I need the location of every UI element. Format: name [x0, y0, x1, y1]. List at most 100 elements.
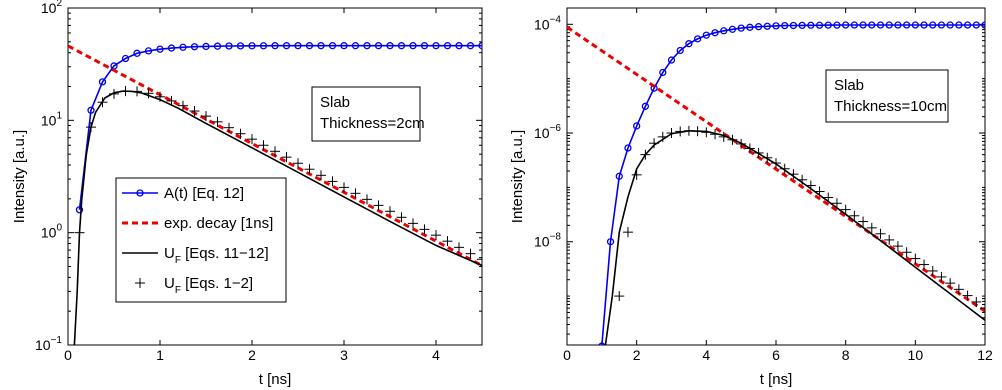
data-point-plus	[120, 86, 131, 97]
y-tick-label: 101	[41, 110, 63, 128]
data-point-plus	[258, 140, 269, 151]
data-point-circle	[972, 21, 980, 29]
data-point-plus	[385, 206, 395, 217]
data-point-circle	[133, 49, 141, 57]
data-point-plus	[892, 241, 903, 252]
data-point-circle	[225, 42, 233, 50]
data-point-circle	[420, 42, 429, 50]
data-point-plus	[675, 126, 686, 137]
plot-area	[68, 42, 482, 345]
data-point-plus	[316, 170, 326, 181]
data-point-plus	[339, 182, 349, 193]
data-point-plus	[797, 174, 808, 185]
legend-entry: exp. decay [1ns]	[122, 215, 273, 232]
data-point-circle	[685, 40, 693, 48]
data-point-circle	[236, 42, 245, 50]
data-point-circle	[397, 42, 406, 50]
y-tick-base: 10	[41, 112, 57, 128]
legend-label: A(t) [Eq. 12]	[164, 185, 244, 202]
data-point-circle	[842, 21, 850, 29]
data-point-circle	[885, 21, 893, 29]
data-point-circle	[213, 42, 222, 50]
data-point-plus	[736, 138, 747, 149]
data-point-circle	[606, 238, 615, 246]
data-point-circle	[807, 21, 815, 29]
data-point-plus	[614, 291, 625, 302]
data-point-plus	[442, 236, 453, 247]
annotation-frame	[825, 69, 949, 123]
legend: A(t) [Eq. 12] exp. decay [1ns] UF [Eqs. 11…	[115, 177, 287, 303]
x-tick-label: 6	[772, 347, 780, 363]
data-point-plus	[823, 192, 834, 203]
data-point-circle	[167, 44, 176, 52]
data-point-circle	[963, 21, 972, 29]
data-point-circle	[850, 21, 859, 29]
data-point-circle	[868, 21, 876, 29]
plot-area	[567, 21, 985, 345]
data-point-plus	[858, 216, 869, 227]
y-tick-exponent: −1	[51, 335, 63, 346]
x-tick-label: 2	[248, 347, 256, 363]
exp-decay-line	[567, 25, 985, 313]
data-point-plus	[910, 253, 921, 264]
y-tick-exponent: −8	[550, 232, 562, 243]
data-point-circle	[789, 21, 798, 30]
data-point-circle	[121, 54, 130, 63]
data-point-circle	[920, 21, 928, 29]
x-axis-label: t [ns]	[760, 371, 793, 388]
data-point-circle	[693, 35, 702, 43]
data-point-plus	[166, 95, 177, 106]
data-point-circle	[190, 43, 199, 51]
x-tick-label: 0	[64, 347, 72, 363]
data-point-circle	[937, 21, 946, 29]
annotation-frame	[311, 86, 421, 142]
annotation-text: Thickness=2cm	[320, 115, 425, 132]
data-point-plus	[875, 228, 886, 239]
annotation-box: Slab Thickness=10cm	[825, 69, 949, 123]
data-point-circle	[351, 42, 360, 50]
data-point-circle	[702, 31, 710, 39]
annotation-box: Slab Thickness=2cm	[311, 86, 425, 142]
data-point-circle	[633, 122, 641, 130]
y-tick-exponent: 0	[56, 223, 62, 234]
data-point-circle	[946, 21, 954, 29]
data-point-circle	[859, 21, 867, 29]
data-point-circle	[676, 46, 684, 55]
data-point-circle	[443, 42, 452, 50]
data-point-plus	[247, 134, 257, 145]
data-point-plus	[86, 122, 96, 133]
data-point-plus	[901, 247, 912, 258]
data-point-plus	[692, 126, 703, 137]
axes-frame	[67, 7, 483, 346]
data-point-plus	[408, 218, 418, 229]
data-point-circle	[929, 21, 937, 29]
data-point-plus	[327, 176, 338, 187]
x-tick-label: 8	[842, 347, 850, 363]
data-point-circle	[374, 42, 383, 50]
data-point-circle	[711, 29, 719, 37]
data-point-plus	[74, 227, 85, 238]
x-tick-label: 1	[156, 347, 164, 363]
annotation-text: Slab	[834, 77, 864, 94]
legend-entry: UF [Eqs. 11−12]	[122, 245, 269, 266]
data-point-plus	[805, 180, 816, 191]
data-point-plus	[281, 152, 292, 163]
data-point-circle	[466, 42, 475, 50]
x-tick-label: 10	[908, 347, 924, 363]
data-point-circle	[911, 21, 919, 29]
data-point-circle	[87, 106, 95, 114]
data-point-circle	[754, 23, 763, 31]
data-point-plus	[224, 122, 234, 133]
data-point-circle	[659, 68, 667, 77]
data-point-plus	[666, 128, 677, 139]
y-axis-label: Intensity [a.u.]	[11, 130, 28, 223]
legend-label: UF [Eqs. 1−2]	[164, 275, 253, 296]
data-point-plus	[866, 222, 877, 233]
x-axis-label: t [ns]	[259, 371, 292, 388]
data-point-plus	[762, 152, 773, 163]
data-point-plus	[350, 188, 361, 199]
y-tick-base: 10	[35, 337, 51, 353]
data-point-circle	[772, 22, 780, 30]
data-point-plus	[293, 158, 303, 169]
